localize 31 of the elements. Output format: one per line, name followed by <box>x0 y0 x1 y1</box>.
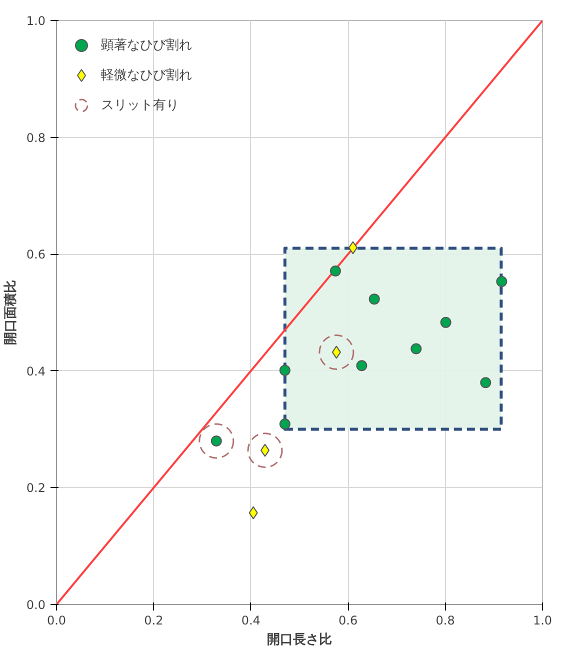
x-tick-label: 1.0 <box>532 614 552 628</box>
point <box>279 418 290 430</box>
x-axis-title: 開口長さ比 <box>267 632 332 648</box>
point <box>330 266 341 277</box>
point <box>279 364 290 376</box>
legend-label: スリット有り <box>101 97 179 114</box>
point <box>198 423 234 459</box>
y-tick-label: 0.8 <box>26 130 46 145</box>
point <box>440 316 452 328</box>
point <box>368 294 380 305</box>
point <box>247 432 283 468</box>
point <box>356 360 368 372</box>
x-tick-label: 0.4 <box>241 614 260 628</box>
point <box>496 276 508 288</box>
point <box>480 377 492 388</box>
y-tick-label: 0.4 <box>26 364 46 378</box>
legend-label: 軽微なひび割れ <box>101 67 192 84</box>
y-tick-label: 1.0 <box>26 14 46 28</box>
point <box>348 241 358 254</box>
y-tick-label: 0.6 <box>26 248 46 262</box>
x-tick-label: 0.0 <box>46 614 66 628</box>
y-tick-label: 0.2 <box>26 481 46 496</box>
point <box>248 506 258 520</box>
point <box>410 343 422 354</box>
x-tick-label: 0.2 <box>144 614 164 628</box>
x-tick-label: 0.8 <box>436 614 455 628</box>
y-tick-label: 0.0 <box>26 598 46 612</box>
y-axis-title: 開口面積比 <box>3 280 18 345</box>
point <box>318 334 354 370</box>
x-tick-label: 0.6 <box>338 614 358 628</box>
legend-label: 顕著なひび割れ <box>101 37 192 54</box>
